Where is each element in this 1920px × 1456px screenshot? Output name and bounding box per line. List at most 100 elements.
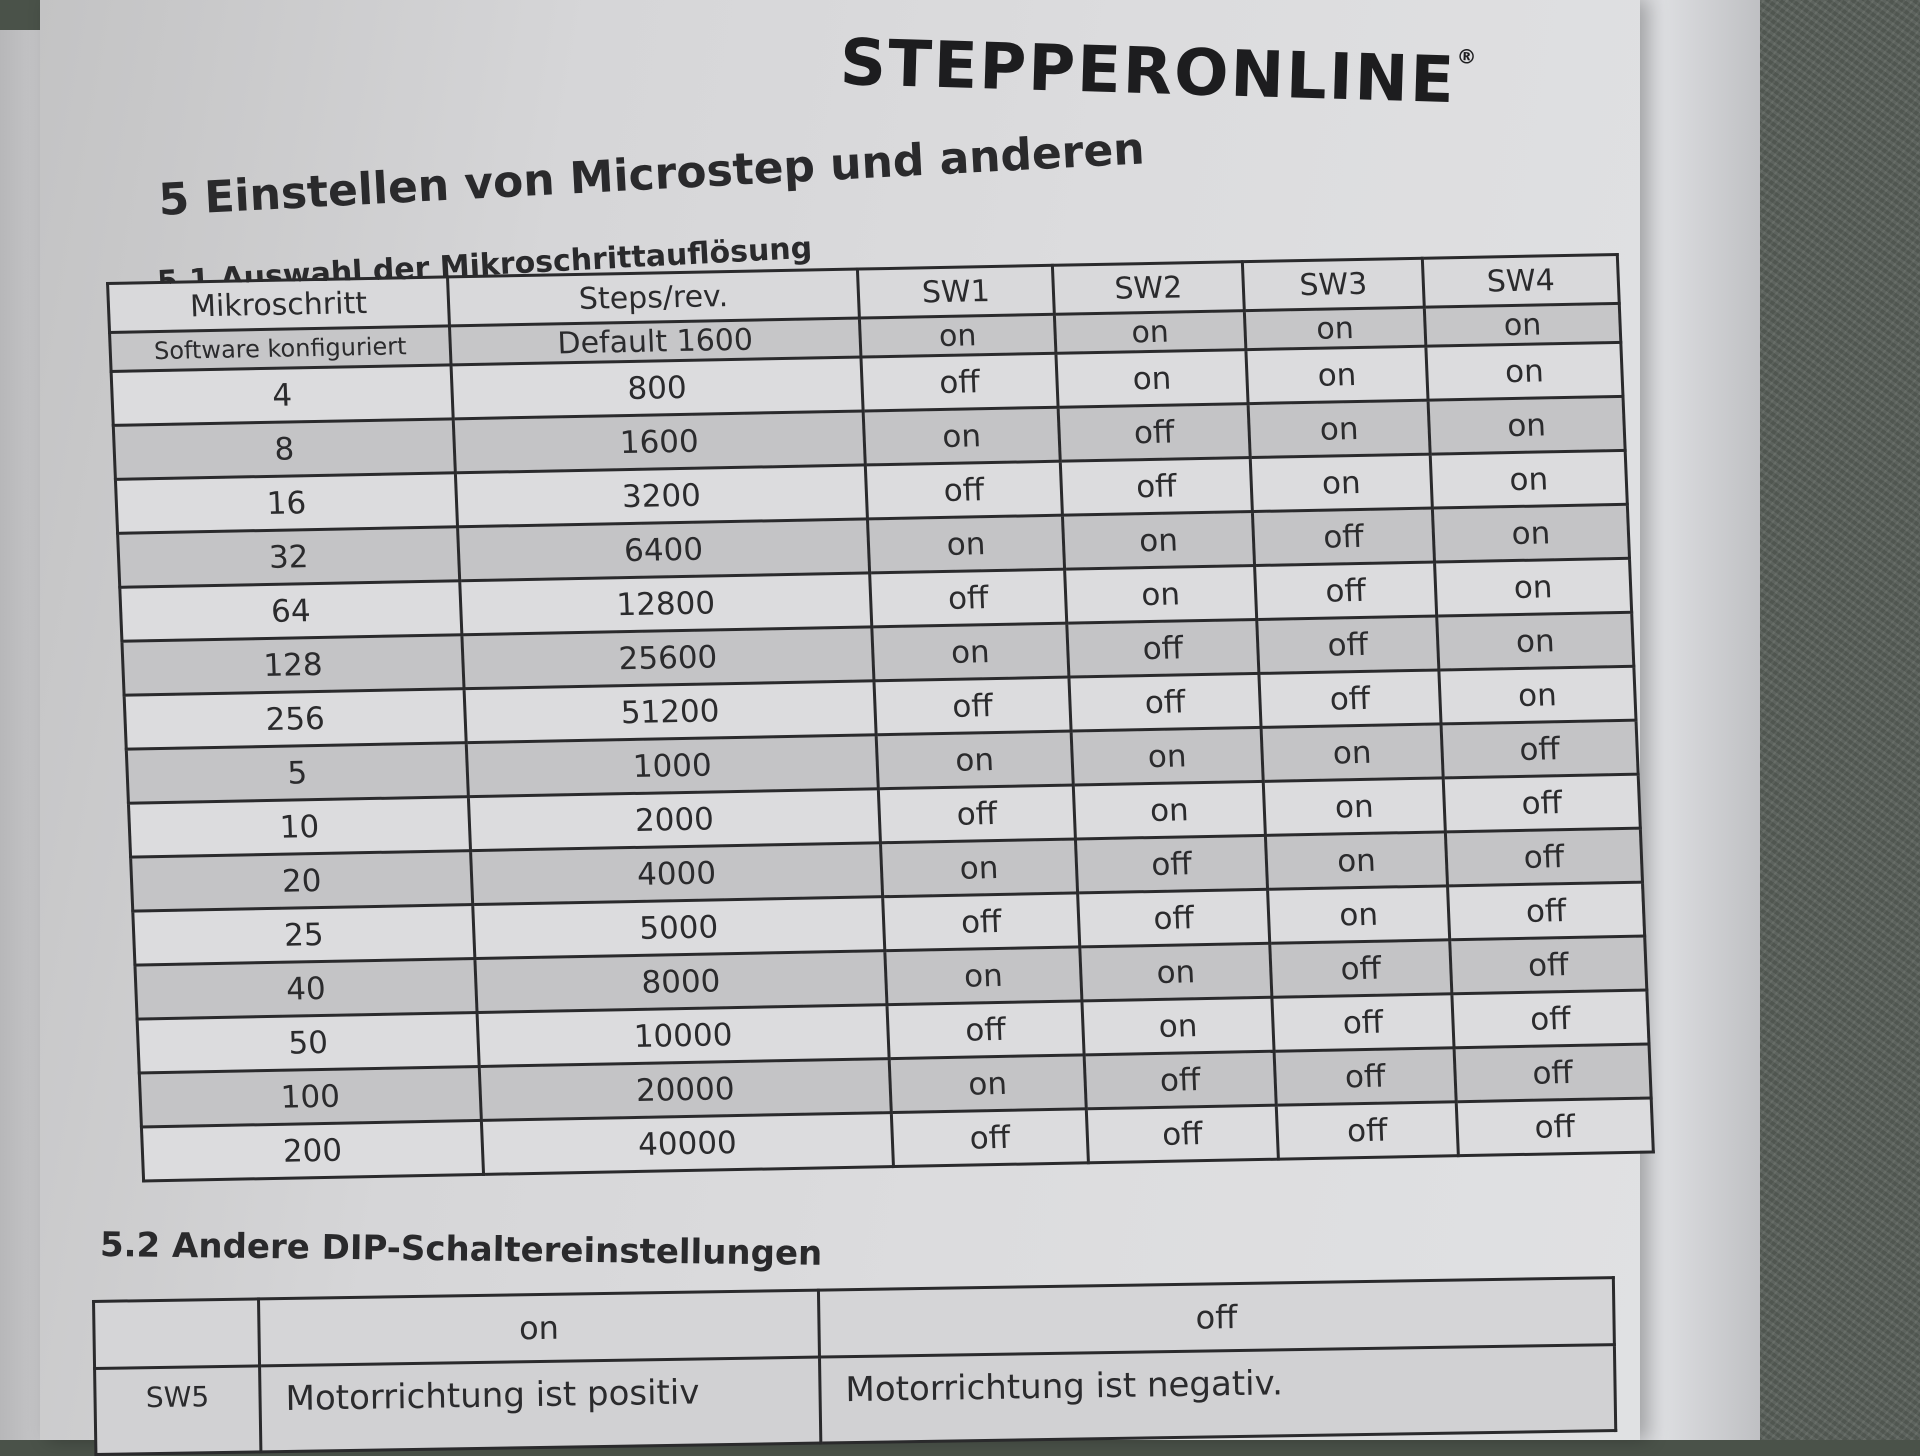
manual-page: STEPPERONLINE® 5 Einstellen von Microste… [40,0,1654,1455]
cell-sw1: off [891,1108,1089,1167]
cell-sw2: off [1075,835,1268,893]
dip-switch-label: SW5 [94,1365,261,1455]
cell-steps-rev: 8000 [474,950,887,1013]
cell-sw4: off [1443,774,1641,832]
dip-switch-table: on off SW5 Motorrichtung ist positiv Mot… [92,1276,1617,1456]
cell-sw1: on [880,838,1078,897]
cell-sw3: on [1265,831,1448,890]
cell-mikroschritt: 16 [115,472,458,534]
cell-sw1: off [886,1000,1085,1059]
cell-sw2: on [1064,565,1257,624]
cell-sw4: on [1434,558,1632,617]
cell-steps-rev: 12800 [459,572,872,635]
cell-sw2: on [1081,997,1275,1055]
cell-sw3: off [1258,669,1442,728]
cell-steps-rev: 4000 [470,842,883,905]
cell-sw4: off [1449,936,1647,994]
cell-sw4: on [1438,666,1636,724]
dip-off-description: Motorrichtung ist negativ. [819,1344,1616,1444]
cell-sw2: on [1073,781,1266,839]
cell-mikroschritt: 50 [137,1012,480,1074]
brand-logo: STEPPERONLINE® [839,26,1479,119]
cell-steps-rev: 1000 [466,734,879,797]
cell-sw1: off [878,785,1076,843]
header-mikroschritt: Mikroschritt [107,276,450,333]
cell-sw1: on [876,731,1074,789]
cell-sw4: off [1451,990,1649,1048]
cell-sw2: on [1062,511,1255,570]
cell-sw3: on [1245,346,1429,404]
cell-mikroschritt: 200 [141,1120,484,1181]
cell-sw4: on [1425,342,1623,401]
cell-mikroschritt: 25 [132,904,475,966]
cell-sw1: on [884,946,1082,1005]
cell-sw2: off [1086,1105,1279,1163]
cell-mikroschritt: 64 [119,580,462,642]
dip-header-on: on [258,1290,820,1366]
cell-sw2: off [1066,619,1259,678]
cell-sw3: on [1261,723,1444,782]
carpet-background [1740,0,1920,1440]
cell-steps-rev: 25600 [461,626,874,689]
section-title: 5 Einstellen von Microstep und anderen [157,123,1146,226]
cell-sw2: off [1084,1051,1277,1109]
subheader-sw1: on [859,314,1056,358]
subheader-software: Software konfiguriert [109,325,452,372]
cell-sw2: on [1071,727,1264,786]
dip-header-off: off [818,1277,1615,1358]
microstep-table: Mikroschritt Steps/rev. SW1 SW2 SW3 SW4 … [106,253,1655,1183]
subheader-sw3: on [1244,307,1426,350]
cell-sw1: off [882,892,1080,951]
cell-sw3: on [1248,400,1431,458]
cell-sw3: off [1271,993,1455,1052]
cell-sw3: off [1254,562,1437,620]
header-sw3: SW3 [1242,258,1425,311]
cell-sw2: off [1077,889,1270,947]
cell-sw4: off [1441,720,1639,778]
subheader-sw2: on [1054,310,1246,354]
cell-mikroschritt: 40 [134,958,478,1020]
cell-sw1: on [889,1054,1087,1113]
cell-sw1: on [871,623,1069,681]
dip-header-blank [93,1298,260,1369]
dip-on-description: Motorrichtung ist positiv [259,1357,821,1452]
cell-sw4: off [1447,882,1645,940]
header-steps-rev: Steps/rev. [447,269,860,326]
cell-mikroschritt: 10 [128,796,471,858]
cell-sw2: off [1060,457,1253,516]
cell-sw4: off [1454,1044,1652,1102]
cell-sw3: on [1263,777,1446,836]
cell-sw2: off [1068,673,1262,732]
header-sw2: SW2 [1052,261,1245,315]
cell-mikroschritt: 32 [117,526,460,588]
cell-sw4: on [1430,450,1628,509]
microstep-table-body: 4 800 off on on on 8 1600 on off on on 16 3200 off off o… [111,342,1654,1181]
cell-mikroschritt: 100 [139,1066,482,1127]
cell-sw4: on [1436,612,1634,670]
cell-steps-rev: 51200 [464,680,877,743]
cell-sw3: off [1269,939,1452,998]
cell-steps-rev: 20000 [479,1058,892,1121]
page-content: STEPPERONLINE® 5 Einstellen von Microste… [70,0,1654,1455]
header-sw1: SW1 [857,265,1055,319]
cell-sw3: on [1250,454,1433,512]
cell-steps-rev: 10000 [477,1004,890,1067]
cell-mikroschritt: 128 [121,634,465,696]
cell-sw1: off [869,569,1067,627]
subheader-sw4: on [1424,303,1621,347]
cell-sw1: on [863,407,1061,465]
subsection-title-dip: 5.2 Andere DIP-Schaltereinstellungen [99,1225,823,1274]
cell-steps-rev: 5000 [472,896,885,959]
cell-steps-rev: 800 [451,357,864,419]
cell-sw1: off [860,353,1059,411]
brand-logo-text: STEPPERONLINE [838,26,1457,119]
cell-sw3: off [1276,1101,1459,1160]
cell-mikroschritt: 5 [126,742,469,804]
cell-mikroschritt: 4 [111,364,454,426]
cell-mikroschritt: 8 [113,418,456,480]
cell-mikroschritt: 256 [124,688,467,750]
cell-steps-rev: 3200 [455,464,868,527]
registered-mark: ® [1456,44,1479,69]
cell-sw4: off [1445,828,1643,886]
cell-sw3: off [1256,616,1439,674]
